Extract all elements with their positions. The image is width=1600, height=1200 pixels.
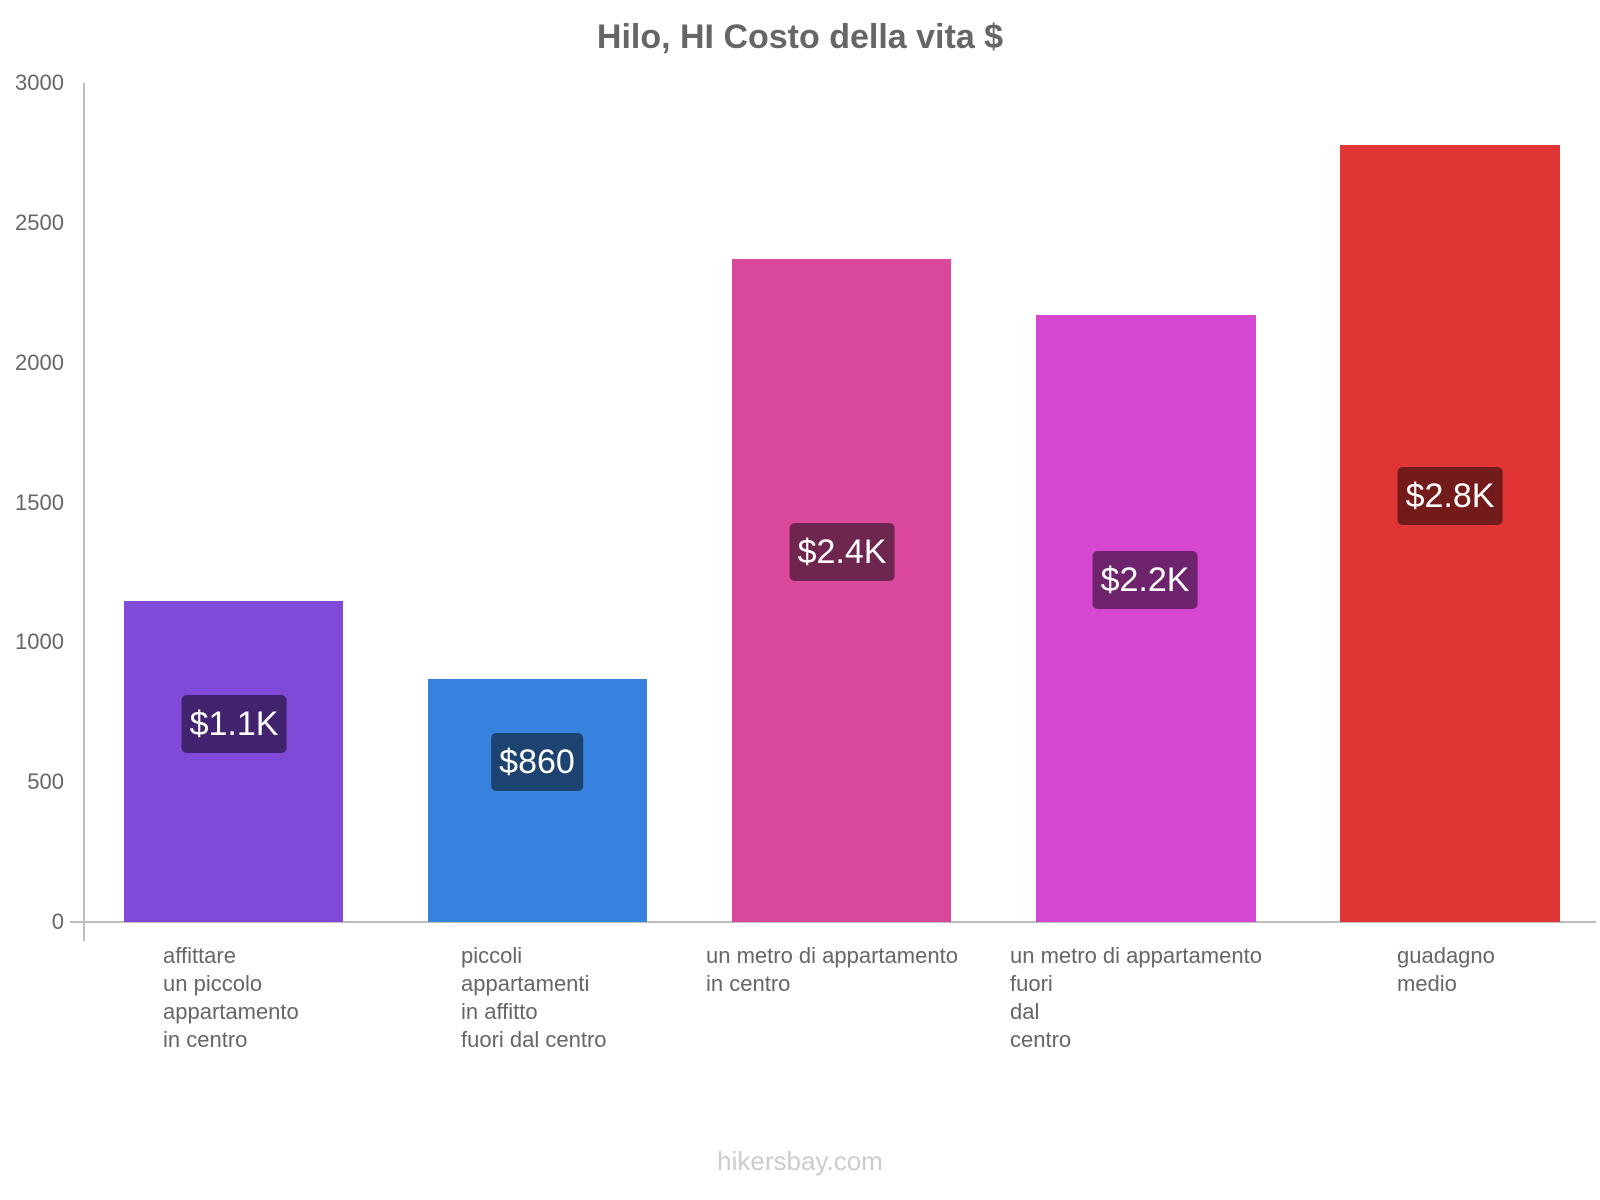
value-label: $860 bbox=[491, 733, 583, 791]
y-axis-line bbox=[83, 83, 85, 941]
x-category-label: piccoli appartamenti in affitto fuori da… bbox=[461, 943, 607, 1052]
value-label: $1.1K bbox=[181, 695, 287, 753]
x-category-label: un metro di appartamento fuori dal centr… bbox=[1010, 943, 1262, 1052]
y-tick-label: 2500 bbox=[15, 210, 64, 235]
bar-sqm-apartment-center[interactable] bbox=[732, 259, 951, 922]
y-tick-label: 2000 bbox=[15, 350, 64, 375]
x-category-label: guadagno medio bbox=[1397, 943, 1495, 996]
y-tick-label: 500 bbox=[27, 769, 64, 794]
bar-average-salary[interactable] bbox=[1340, 145, 1560, 922]
y-tick-label: 1000 bbox=[15, 629, 64, 654]
value-label: $2.2K bbox=[1092, 551, 1198, 609]
x-axis-line bbox=[70, 921, 1596, 923]
y-tick-label: 0 bbox=[51, 909, 64, 934]
watermark: hikersbay.com bbox=[717, 1146, 883, 1176]
bar-small-apartments-outside-center[interactable] bbox=[428, 679, 647, 922]
y-tick-label: 3000 bbox=[15, 70, 64, 95]
bar-sqm-apartment-outside-center[interactable] bbox=[1036, 315, 1256, 922]
value-label: $2.8K bbox=[1397, 467, 1503, 525]
value-label: $2.4K bbox=[789, 523, 895, 581]
x-category-label: un metro di appartamento in centro bbox=[706, 943, 958, 996]
chart-title: Hilo, HI Costo della vita $ bbox=[596, 18, 1004, 56]
bar-rent-small-apartment-center[interactable] bbox=[124, 601, 343, 922]
y-tick-label: 1500 bbox=[15, 490, 64, 515]
x-category-label: affittare un piccolo appartamento in cen… bbox=[163, 943, 299, 1052]
